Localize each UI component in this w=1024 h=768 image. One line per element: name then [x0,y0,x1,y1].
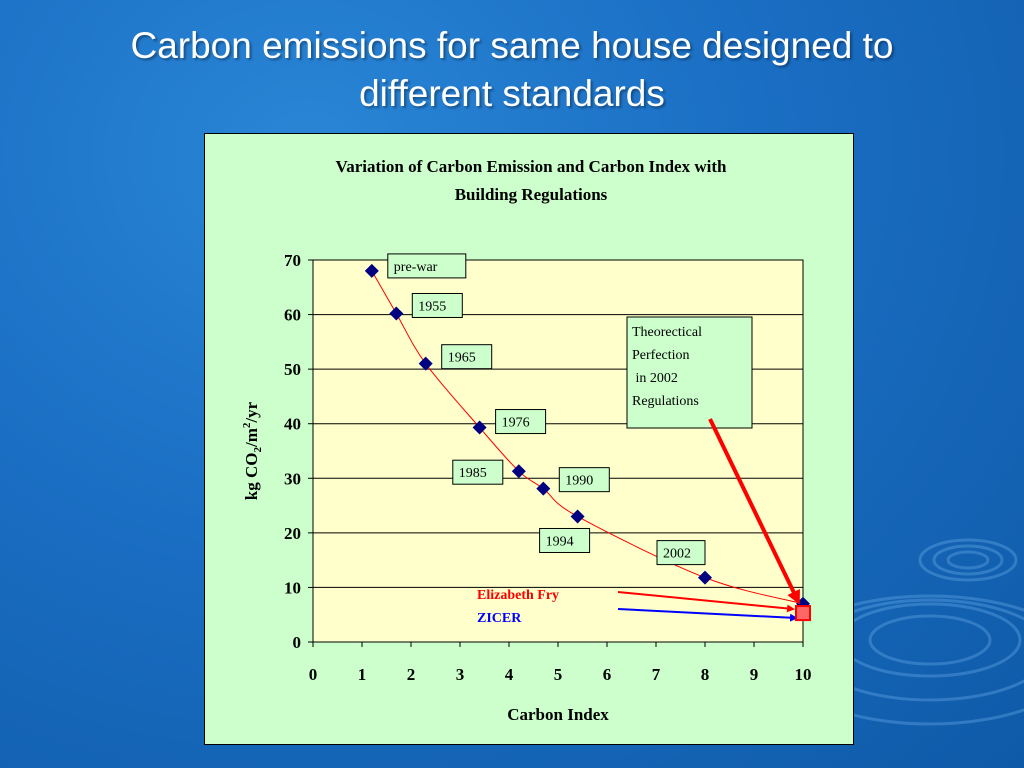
data-label-box [441,344,493,370]
x-tick-label: 8 [701,665,710,684]
theoretical-line3: in 2002 [632,371,678,386]
y-tick-label: 10 [284,578,301,597]
chart-frame: Variation of Carbon Emission and Carbon … [204,133,854,745]
y-tick-label: 0 [293,633,302,652]
data-label-box [558,467,610,493]
x-tick-labels: 0 1 2 3 4 5 6 7 8 9 10 [309,642,812,684]
x-tick-label: 7 [652,665,661,684]
x-tick-label: 5 [554,665,563,684]
data-label-box [411,292,463,318]
slide-title: Carbon emissions for same house designed… [0,22,1024,118]
data-label: 1990 [565,474,593,489]
special-point-marker [795,605,811,622]
zicer-label: ZICER [477,611,522,626]
data-label-box [539,527,591,553]
y-tick-label: 50 [284,360,301,379]
x-tick-label: 3 [456,665,465,684]
data-label: pre-war [394,260,438,275]
chart-title-line1: Variation of Carbon Emission and Carbon … [336,157,727,176]
data-label: 2002 [663,547,691,562]
data-label: 1955 [418,299,446,314]
x-tick-label: 10 [795,665,812,684]
theoretical-line1: Theorectical [632,325,702,340]
x-tick-label: 0 [309,665,318,684]
theoretical-arrow [708,418,800,605]
data-point-marker [418,356,433,371]
x-tick-label: 2 [407,665,416,684]
data-label-box [452,459,504,485]
y-tick-label: 40 [284,415,301,434]
theoretical-line2: Perfection [632,348,690,363]
theoretical-line4: Regulations [632,394,699,409]
zicer-arrow [617,608,798,622]
x-axis-label: Carbon Index [507,705,609,724]
x-tick-label: 9 [750,665,759,684]
elizabeth-fry-label: Elizabeth Fry [477,588,559,603]
data-label: 1976 [502,416,530,431]
trendline [371,270,804,605]
data-label-box [495,409,547,435]
data-point-marker [472,420,487,435]
data-point-marker [389,306,404,321]
data-label-box [656,540,706,566]
x-tick-label: 4 [505,665,514,684]
data-label: 1994 [546,534,574,549]
y-tick-label: 70 [284,251,301,270]
y-axis-label: kg CO2/m2/yr [241,401,264,500]
y-tick-label: 20 [284,524,301,543]
data-label-box [387,253,467,279]
chart-title-line2: Building Regulations [455,185,608,204]
x-tick-label: 6 [603,665,612,684]
slide-title-line2: different standards [359,73,665,114]
slide-title-line1: Carbon emissions for same house designed… [130,25,894,66]
data-points: pre-war 1955 1965 1976 1985 1990 1994 2002 [364,253,810,611]
data-point-marker [511,464,526,479]
data-point-marker [698,570,712,585]
elizabeth-fry-arrow [617,591,795,613]
data-label: 1965 [448,351,476,366]
y-tick-label: 30 [284,469,301,488]
data-point-marker [536,481,551,496]
y-tick-label: 60 [284,306,301,325]
theoretical-perfection-annotation: Theorectical Perfection in 2002 Regulati… [626,316,753,429]
x-tick-label: 1 [358,665,367,684]
data-label: 1985 [459,466,487,481]
y-tick-labels: 0 10 20 30 40 50 60 70 [284,251,313,652]
chart-svg: Variation of Carbon Emission and Carbon … [241,157,812,724]
data-point-marker [364,263,379,278]
data-point-marker [570,509,585,524]
